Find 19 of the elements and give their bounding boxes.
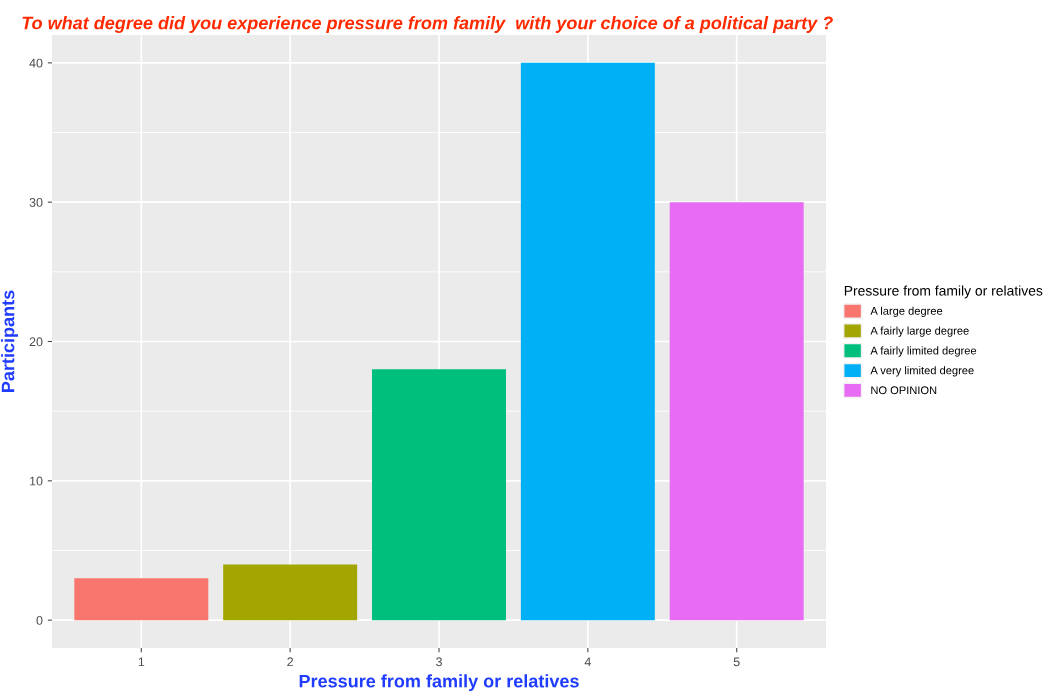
legend-label: A large degree — [870, 306, 943, 318]
legend-label: A very limited degree — [870, 366, 974, 377]
x-tick-label: 5 — [733, 657, 740, 667]
y-tick-label: 40 — [29, 58, 43, 68]
x-tick-label: 3 — [436, 657, 442, 667]
legend-label: A fairly limited degree — [870, 346, 977, 357]
legend-title: Pressure from family or relatives — [844, 285, 1043, 299]
y-tick-label: 0 — [36, 615, 43, 625]
legend-label: NO OPINION — [871, 386, 937, 395]
chart-title: To what degree did you experience pressure from family with your choice of a political party ? — [22, 16, 833, 33]
y-tick-label: 30 — [29, 197, 43, 207]
x-tick-label: 4 — [584, 657, 591, 667]
x-tick-label: 2 — [287, 657, 293, 667]
x-tick-label: 1 — [138, 657, 145, 667]
x-axis-title: Pressure from family or relatives — [299, 674, 579, 692]
y-axis-title: Participants — [1, 290, 18, 392]
y-tick-label: 10 — [30, 476, 43, 486]
y-tick-label: 20 — [29, 337, 43, 347]
legend-label: A fairly large degree — [870, 326, 969, 337]
